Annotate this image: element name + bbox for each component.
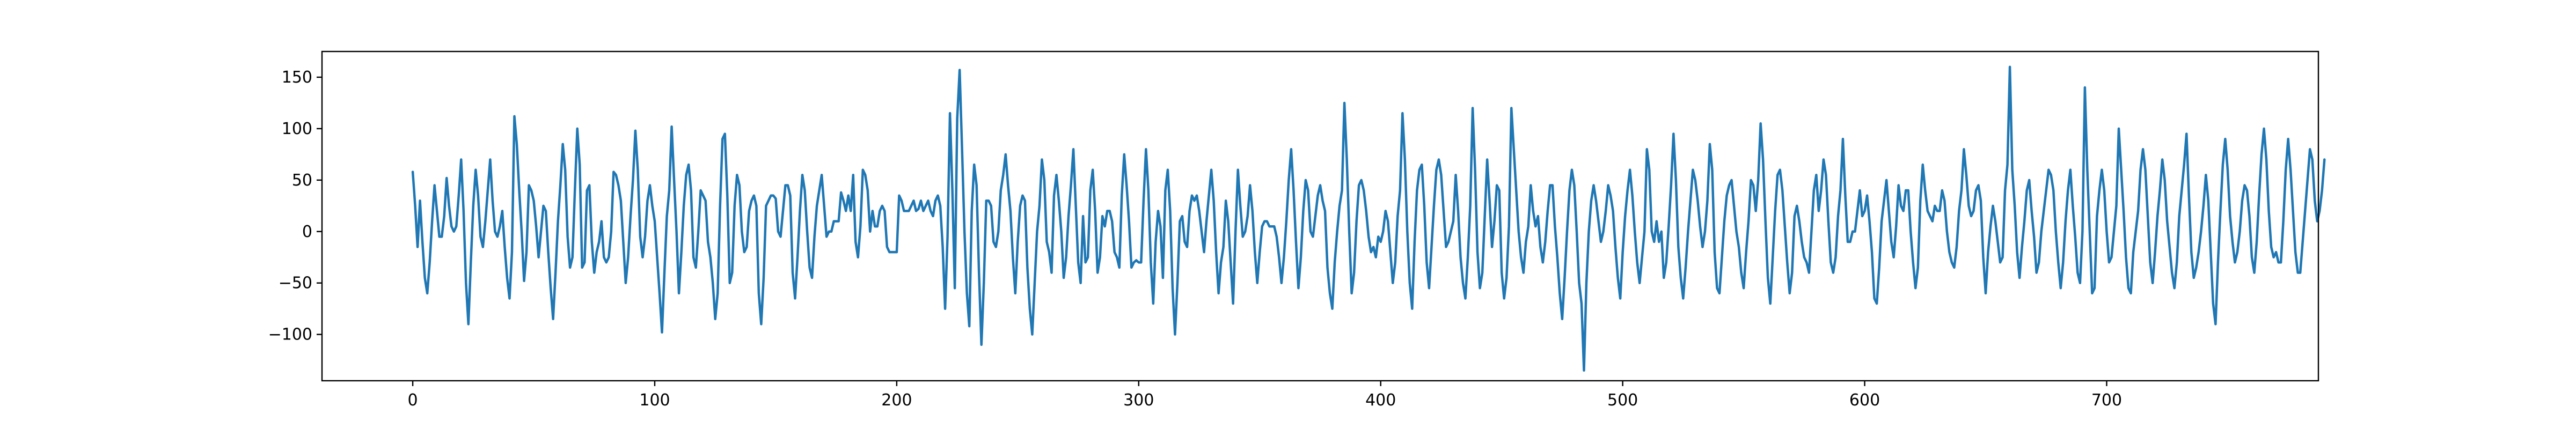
y-tick-label: 100 [282, 120, 312, 138]
x-tick-label: 500 [1607, 391, 1638, 410]
x-tick-label: 700 [2091, 391, 2122, 410]
y-tick-label: −50 [279, 274, 312, 293]
y-tick-label: 50 [292, 171, 312, 190]
x-tick-label: 0 [408, 391, 418, 410]
x-tick-label: 100 [639, 391, 670, 410]
x-tick-label: 600 [1849, 391, 1880, 410]
plot-area [321, 50, 2326, 382]
x-tick-label: 200 [881, 391, 912, 410]
axes-frame [321, 50, 2319, 382]
series-line-0 [411, 65, 2326, 372]
x-tick-label: 300 [1123, 391, 1154, 410]
y-tick-label: −100 [268, 326, 312, 344]
y-tick-label: 150 [282, 68, 312, 87]
x-tick-label: 400 [1365, 391, 1396, 410]
series-layer [411, 65, 2326, 372]
y-axis: −100 −50 0 50 100 150 [268, 68, 322, 344]
x-axis: 0 100 200 300 400 500 600 700 [408, 381, 2122, 410]
y-tick-label: 0 [302, 223, 312, 241]
